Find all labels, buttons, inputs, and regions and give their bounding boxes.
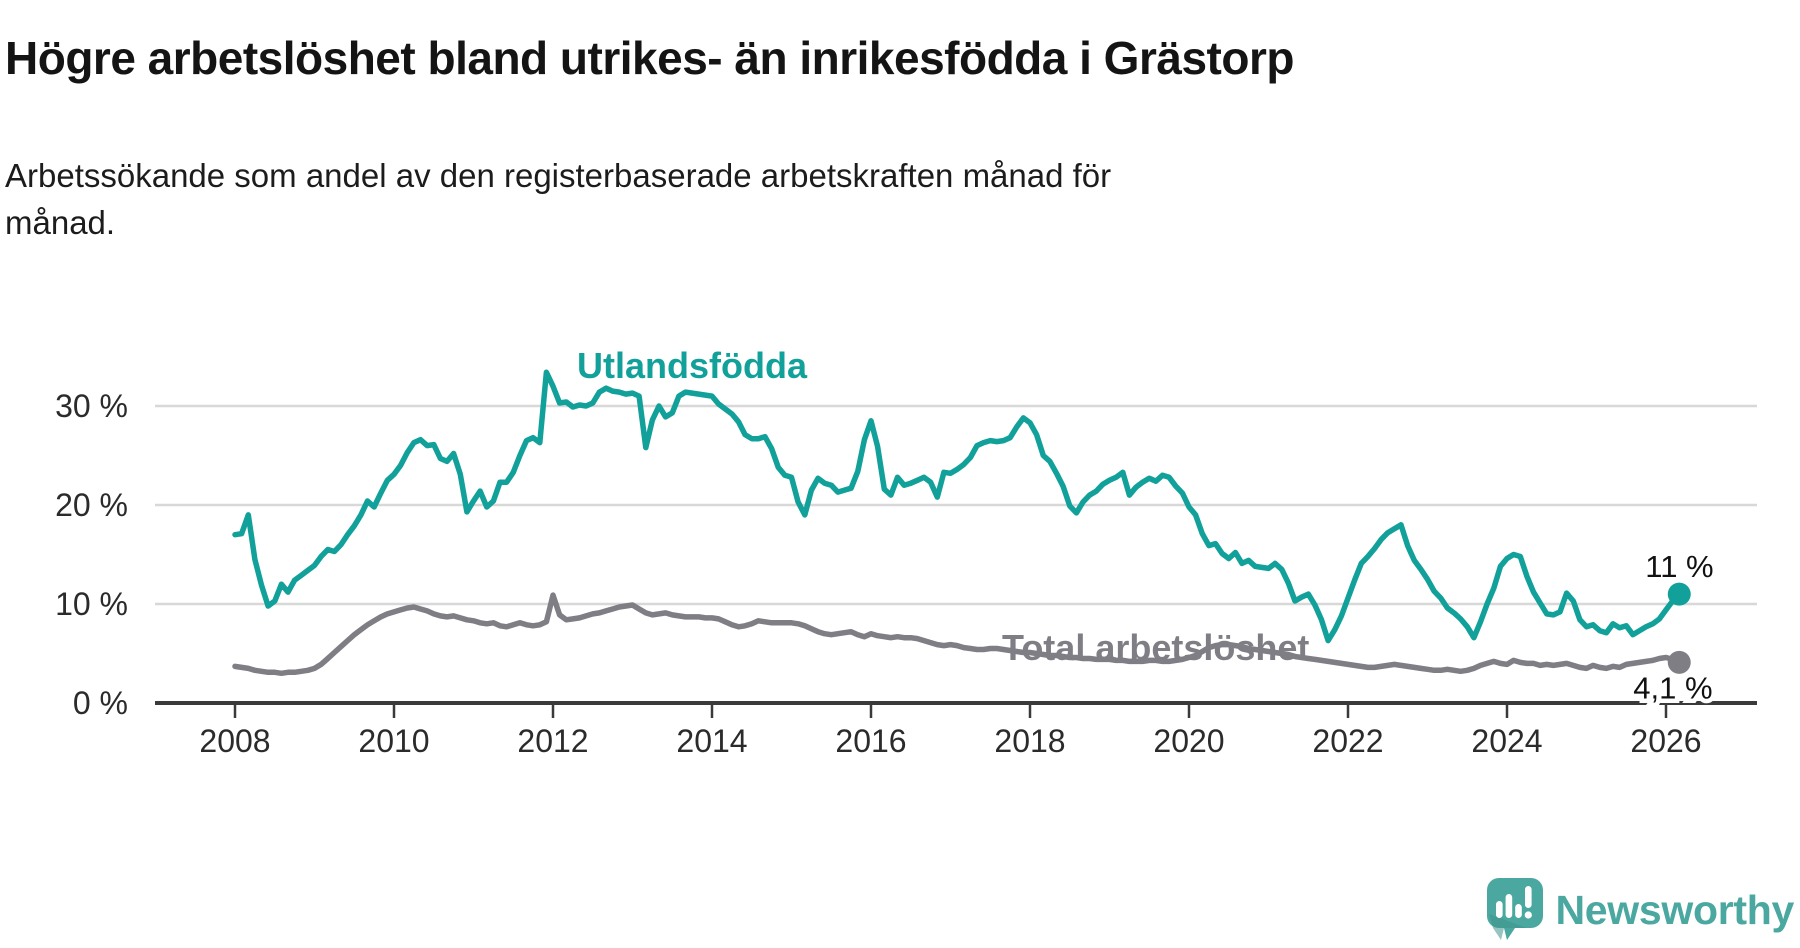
y-axis-label: 10 % bbox=[55, 586, 128, 622]
newsworthy-logo: Newsworthy bbox=[1486, 878, 1795, 942]
newsworthy-logo-icon bbox=[1486, 878, 1543, 940]
series-end-dot-total bbox=[1667, 650, 1691, 674]
y-axis-label: 20 % bbox=[55, 487, 128, 523]
speech-bubble-shade bbox=[1488, 914, 1527, 940]
series-label: Total arbetslöshet bbox=[1002, 627, 1309, 668]
y-axis-label: 0 % bbox=[73, 685, 128, 721]
x-axis-label: 2008 bbox=[199, 723, 270, 759]
bar-chart-bar-3 bbox=[1514, 904, 1522, 918]
end-value-label: 4,1 % bbox=[1633, 670, 1712, 705]
x-axis-label: 2026 bbox=[1630, 723, 1701, 759]
x-axis-label: 2014 bbox=[676, 723, 747, 759]
subtitle-line-2: månad. bbox=[5, 203, 116, 241]
bar-chart-bar-2 bbox=[1505, 894, 1512, 918]
newsworthy-logo-text: Newsworthy bbox=[1555, 886, 1795, 933]
subtitle-line-1: Arbetssökande som andel av den registerb… bbox=[5, 157, 1112, 194]
x-axis-label: 2012 bbox=[517, 723, 588, 759]
x-axis-label: 2010 bbox=[358, 723, 429, 759]
series-line-total bbox=[232, 592, 1683, 677]
x-axis-label: 2022 bbox=[1312, 723, 1383, 759]
x-axis-label: 2016 bbox=[835, 723, 906, 759]
end-value-label: 11 % bbox=[1645, 549, 1713, 584]
page-title: Högre arbetslöshet bland utrikes- än inr… bbox=[5, 31, 1294, 84]
bar-chart-bar-1 bbox=[1495, 901, 1503, 918]
series-label: Utlandsfödda bbox=[577, 345, 808, 386]
x-axis-label: 2018 bbox=[994, 723, 1065, 759]
x-axis-label: 2024 bbox=[1471, 723, 1542, 759]
exclamation-bar bbox=[1524, 886, 1532, 908]
exclamation-dot bbox=[1524, 911, 1532, 919]
y-axis-label: 30 % bbox=[55, 388, 128, 424]
series-line-utlandsfodda bbox=[232, 369, 1683, 644]
series-end-dot-utlandsfodda bbox=[1667, 582, 1691, 606]
chart-subtitle: Arbetssökande som andel av den registerb… bbox=[5, 153, 1605, 247]
x-axis-label: 2020 bbox=[1153, 723, 1224, 759]
